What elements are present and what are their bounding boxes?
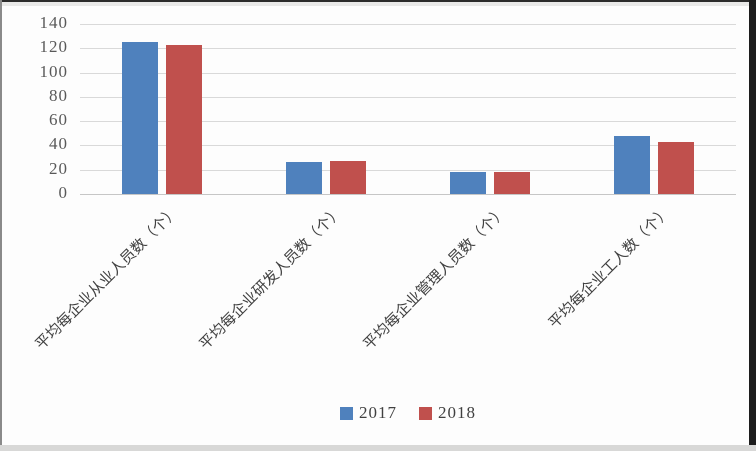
photo-edge-right [749, 0, 756, 451]
legend-swatch-icon [419, 406, 432, 420]
y-tick-label-60: 60 [49, 110, 68, 130]
x-axis-labels: 平均每企业从业人员数（个） 平均每企业研发人员数（个） 平均每企业管理人员数（个） 平… [33, 197, 736, 375]
category-label-3: 平均每企业管理人员数（个） [360, 203, 511, 354]
bar-2018-category-4 [658, 141, 694, 194]
legend-item-2017: 2017 [340, 403, 397, 423]
y-tick-label-120: 120 [39, 37, 68, 57]
photo-edge-left [0, 0, 2, 451]
gridline-80 [80, 96, 736, 98]
gridline-140 [80, 24, 736, 25]
y-tick-label-20: 20 [49, 158, 68, 178]
category-label-4: 平均每企业工人数（个） [546, 203, 675, 332]
gridline-120 [80, 48, 736, 50]
y-tick-label-40: 40 [49, 134, 68, 154]
bar-2018-category-1 [166, 44, 202, 194]
legend-item-2018: 2018 [419, 403, 476, 423]
legend-swatch-icon [340, 406, 353, 420]
y-tick-label-140: 140 [39, 13, 68, 32]
y-tick-label-0: 0 [58, 183, 68, 202]
gridline-0 [80, 194, 736, 195]
y-axis: 0 20 40 60 80 100 120 140 [0, 13, 72, 202]
photo-edge-bottom [0, 445, 756, 451]
gridline-20 [80, 169, 736, 171]
legend: 2017 2018 [80, 403, 736, 423]
bar-2018-category-2 [330, 161, 366, 194]
photo-edge-top-grey [0, 2, 756, 6]
legend-label: 2017 [359, 403, 397, 422]
bar-2017-category-3 [450, 172, 486, 194]
bar-2017-category-2 [286, 162, 322, 194]
gridline-60 [80, 121, 736, 123]
bar-2017-category-4 [614, 135, 650, 194]
gridline-40 [80, 145, 736, 147]
bar-2018-category-3 [494, 172, 530, 194]
bar-2017-category-1 [122, 42, 158, 194]
category-label-2: 平均每企业研发人员数（个） [196, 203, 347, 354]
plot-area [80, 24, 736, 195]
photo-edge-top [0, 0, 756, 2]
gridline-100 [80, 72, 736, 74]
category-label-1: 平均每企业从业人员数（个） [32, 203, 183, 354]
y-tick-label-80: 80 [49, 85, 68, 105]
y-tick-label-100: 100 [39, 61, 68, 81]
legend-label: 2018 [438, 403, 476, 422]
